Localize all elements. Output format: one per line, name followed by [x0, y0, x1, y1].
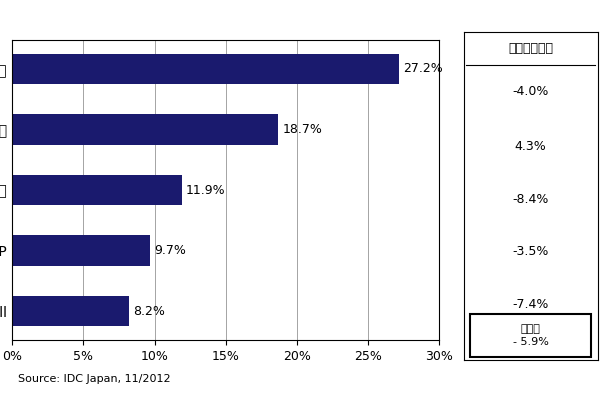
FancyBboxPatch shape: [470, 314, 591, 357]
Text: 対前年成長率: 対前年成長率: [508, 42, 553, 55]
Text: 市場計
- 5.9%: 市場計 - 5.9%: [513, 324, 548, 347]
Bar: [12, 296, 129, 326]
Bar: [12, 114, 278, 144]
Bar: [12, 236, 150, 266]
Text: 8.2%: 8.2%: [133, 305, 165, 318]
Text: 4.3%: 4.3%: [515, 140, 547, 153]
Text: -8.4%: -8.4%: [512, 193, 549, 206]
Text: -3.5%: -3.5%: [512, 245, 549, 258]
Text: -7.4%: -7.4%: [512, 298, 549, 311]
Text: 11.9%: 11.9%: [186, 184, 226, 196]
Text: 27.2%: 27.2%: [404, 62, 443, 75]
Text: Source: IDC Japan, 11/2012: Source: IDC Japan, 11/2012: [18, 374, 171, 384]
Text: 9.7%: 9.7%: [154, 244, 187, 257]
Text: -4.0%: -4.0%: [512, 84, 549, 98]
Text: 18.7%: 18.7%: [282, 123, 323, 136]
Bar: [12, 175, 182, 205]
Bar: [12, 54, 400, 84]
